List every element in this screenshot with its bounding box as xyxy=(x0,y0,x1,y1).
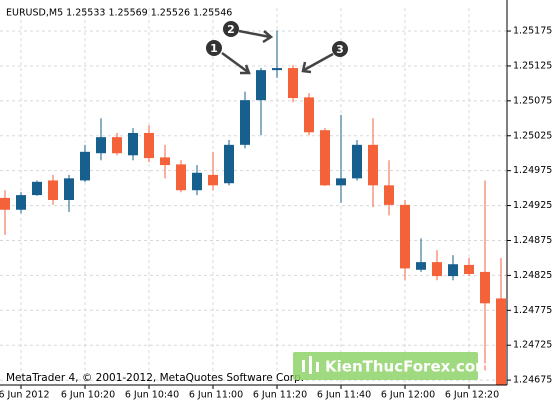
candle-body xyxy=(80,151,90,181)
arrow xyxy=(303,52,334,72)
grid-layer xyxy=(0,8,507,385)
y-tick-label: 1.24675 xyxy=(513,375,552,386)
arrow-head xyxy=(262,30,274,44)
x-tick-label: 6 Jun 11:20 xyxy=(253,390,307,401)
candle-body xyxy=(176,164,186,191)
arrow xyxy=(238,29,271,39)
watermark-box: KienThucForex.com xyxy=(293,352,491,380)
candle-body xyxy=(144,132,154,159)
candle-body xyxy=(352,144,362,179)
candle-body xyxy=(320,130,330,186)
candle-body xyxy=(336,178,346,186)
y-tick-label: 1.25075 xyxy=(513,95,552,106)
candle-body xyxy=(128,132,138,156)
candle-body xyxy=(64,178,74,200)
candle-body xyxy=(48,180,58,200)
candle-body xyxy=(368,144,378,186)
candle-body xyxy=(240,100,250,145)
watermark-icon xyxy=(302,360,305,372)
candle-body xyxy=(448,264,458,277)
watermark: KienThucForex.com xyxy=(325,358,491,376)
candle-body xyxy=(224,144,234,184)
candle-body xyxy=(112,137,122,154)
arrow-head xyxy=(301,61,312,74)
watermark-icon xyxy=(309,356,312,374)
footer: MetaTrader 4, © 2001-2012, MetaQuotes So… xyxy=(6,372,304,384)
candle-body xyxy=(416,262,426,270)
candle-body xyxy=(16,195,26,210)
candle-body xyxy=(208,174,218,186)
candle-body xyxy=(400,204,410,269)
y-tick-label: 1.24875 xyxy=(513,235,552,246)
x-tick-label: 6 Jun 12:00 xyxy=(381,390,435,401)
candle-body xyxy=(304,97,314,133)
y-tick-label: 1.24725 xyxy=(513,340,552,351)
annotation: 1 xyxy=(210,42,218,55)
watermark-bg xyxy=(293,352,478,380)
y-tick-label: 1.24775 xyxy=(513,305,552,316)
candle-body xyxy=(480,271,490,304)
arrow-head xyxy=(240,64,251,75)
annotation-marker xyxy=(332,41,348,57)
y-tick-label: 1.24925 xyxy=(513,200,552,211)
chart-title: EURUSD,M5 1.25533 1.25569 1.25526 1.2554… xyxy=(6,8,232,19)
candle-body xyxy=(384,185,394,205)
annotation: 3 xyxy=(336,43,344,56)
y-tick-label: 1.24825 xyxy=(513,270,552,281)
candle-body xyxy=(0,197,10,210)
candle-body xyxy=(256,70,266,101)
x-tick-label: 6 Jun 10:40 xyxy=(125,390,179,401)
y-tick-label: 1.24975 xyxy=(513,165,552,176)
arrow xyxy=(221,51,249,74)
candle-body xyxy=(192,172,202,191)
y-tick-label: 1.25025 xyxy=(513,130,552,141)
x-tick-label: 6 Jun 10:20 xyxy=(61,390,115,401)
candle-body xyxy=(464,264,474,274)
x-tick-label: 6 Jun 12:20 xyxy=(445,390,499,401)
x-tick-label: 6 Jun 2012 xyxy=(0,390,50,401)
annotation: 2 xyxy=(227,23,235,36)
candle-body xyxy=(96,137,106,154)
y-tick-label: 1.25175 xyxy=(513,26,552,37)
candles xyxy=(0,30,506,385)
candle-body xyxy=(272,68,282,71)
annotations xyxy=(221,29,334,75)
candle-body xyxy=(432,262,442,277)
x-tick-label: 6 Jun 11:00 xyxy=(189,390,243,401)
x-tick-label: 6 Jun 11:40 xyxy=(317,390,371,401)
annotation-marker xyxy=(206,40,222,56)
watermark-icon xyxy=(316,362,319,372)
annotation-marker xyxy=(223,21,239,37)
y-tick-label: 1.25125 xyxy=(513,60,552,71)
candle-body xyxy=(160,157,170,166)
candle-body xyxy=(496,298,506,385)
candle-body xyxy=(32,181,42,196)
candle-body xyxy=(288,68,298,99)
